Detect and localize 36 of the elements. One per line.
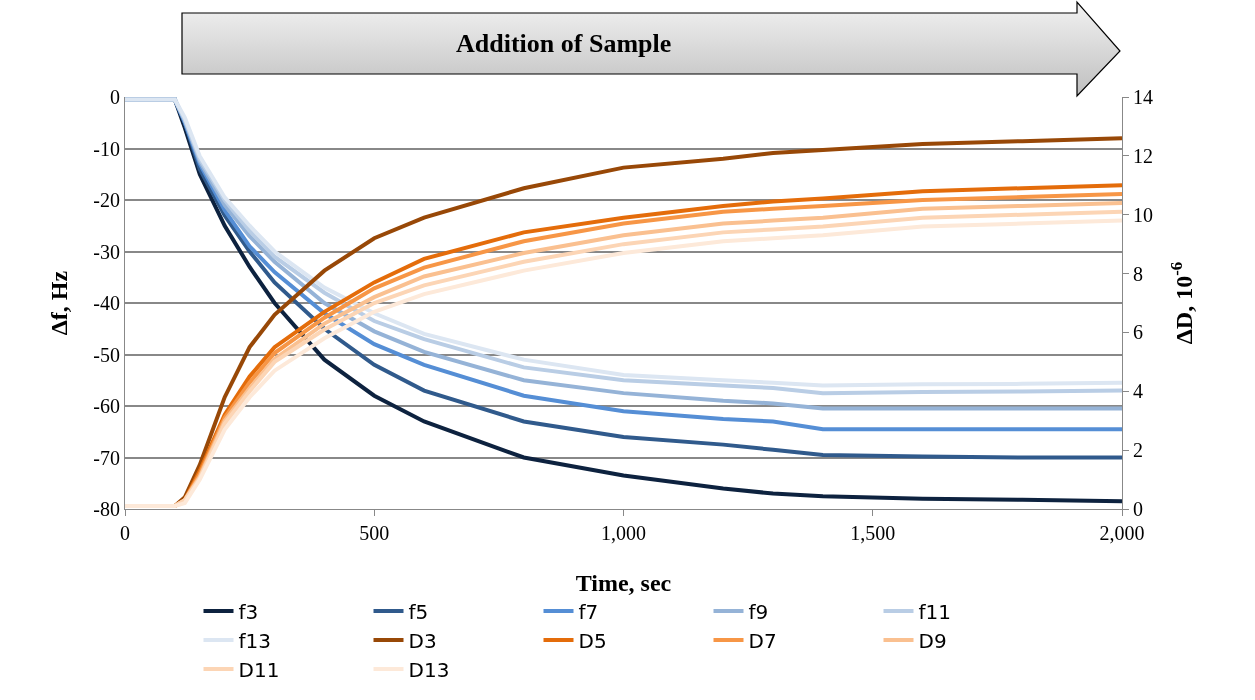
legend-label: f11 (918, 599, 951, 624)
y-tick-label: -80 (93, 498, 120, 520)
legend-label: D3 (408, 628, 437, 653)
y-tick-label: -50 (93, 343, 120, 366)
x-tick-label: 2,000 (1099, 522, 1145, 544)
text: Addition of Sample (456, 29, 672, 58)
y2-tick-label: 12 (1133, 144, 1153, 167)
x-tick-label: 1,000 (601, 522, 646, 544)
legend-label: f9 (748, 599, 769, 624)
y-axis-title: Δf, Hz (46, 270, 72, 336)
y2-tick-label: 0 (1133, 498, 1143, 520)
x-tick-label: 500 (359, 522, 390, 544)
y2-tick-label: 4 (1133, 380, 1143, 403)
x-tick-label: 1,500 (850, 522, 896, 544)
y-tick-label: -10 (93, 137, 120, 160)
legend-label: D5 (578, 628, 607, 653)
legend-label: D11 (238, 657, 280, 682)
y2-tick-label: 2 (1133, 439, 1143, 462)
legend-label: D7 (748, 628, 777, 653)
legend-label: f7 (578, 599, 599, 624)
legend-label: f5 (408, 599, 429, 624)
y-tick-label: -70 (93, 446, 120, 469)
y2-tick-label: 6 (1133, 321, 1143, 344)
y-tick-label: 0 (110, 86, 120, 108)
y2-tick-label: 8 (1133, 262, 1143, 285)
legend-label: D13 (408, 657, 450, 682)
legend-label: f3 (238, 599, 259, 624)
y-tick-label: -40 (93, 292, 120, 314)
y2-tick-label: 10 (1133, 203, 1153, 226)
y2-tick-label: 14 (1133, 86, 1153, 108)
x-axis-title: Time, sec (575, 570, 672, 596)
y-tick-label: -60 (93, 395, 120, 417)
y-tick-label: -20 (93, 189, 120, 211)
legend-label: f13 (238, 628, 271, 653)
y-tick-label: -30 (93, 240, 120, 263)
legend-label: D9 (918, 628, 947, 653)
